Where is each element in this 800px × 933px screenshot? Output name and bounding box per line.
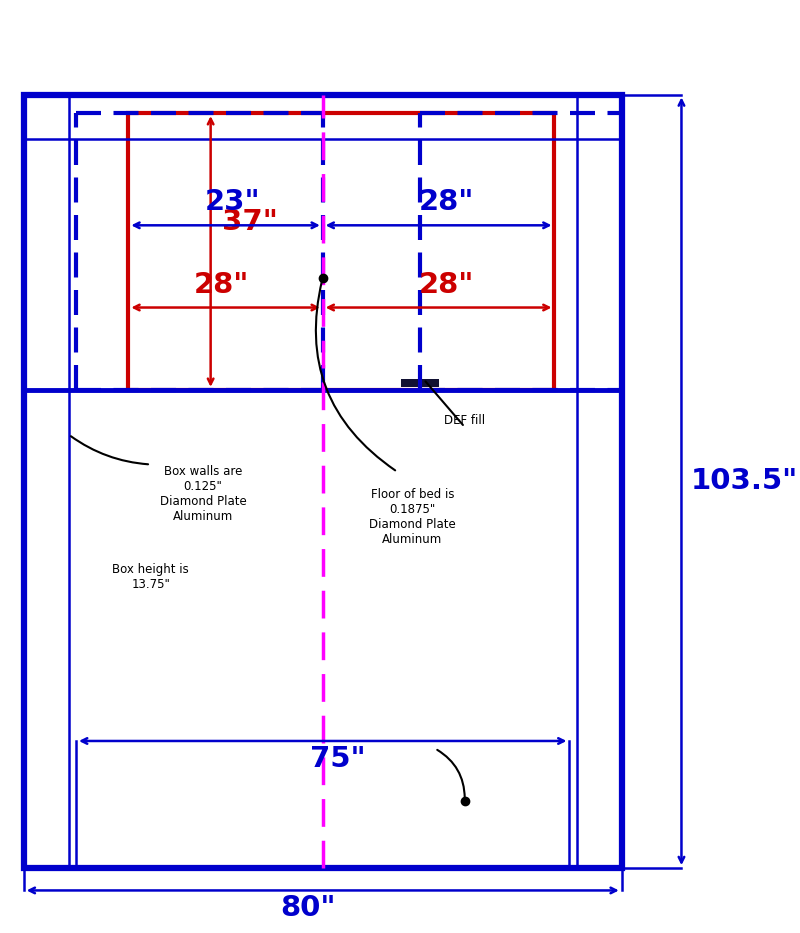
Text: Floor of bed is
0.1875"
Diamond Plate
Aluminum: Floor of bed is 0.1875" Diamond Plate Al…: [369, 488, 456, 546]
Text: DEF fill: DEF fill: [444, 414, 486, 427]
Text: 80": 80": [280, 894, 335, 922]
Bar: [402, 380, 438, 387]
Text: 28": 28": [418, 188, 474, 216]
Text: 103.5": 103.5": [690, 467, 798, 495]
Text: 28": 28": [194, 271, 250, 299]
Text: 28": 28": [418, 271, 474, 299]
Text: Box height is
13.75": Box height is 13.75": [113, 563, 190, 591]
Bar: [129, 113, 554, 390]
Text: 37": 37": [222, 207, 278, 235]
Text: Box walls are
0.125"
Diamond Plate
Aluminum: Box walls are 0.125" Diamond Plate Alumi…: [160, 466, 246, 523]
Text: 23": 23": [206, 188, 261, 216]
Bar: [24, 94, 622, 868]
Text: 75": 75": [310, 745, 366, 773]
